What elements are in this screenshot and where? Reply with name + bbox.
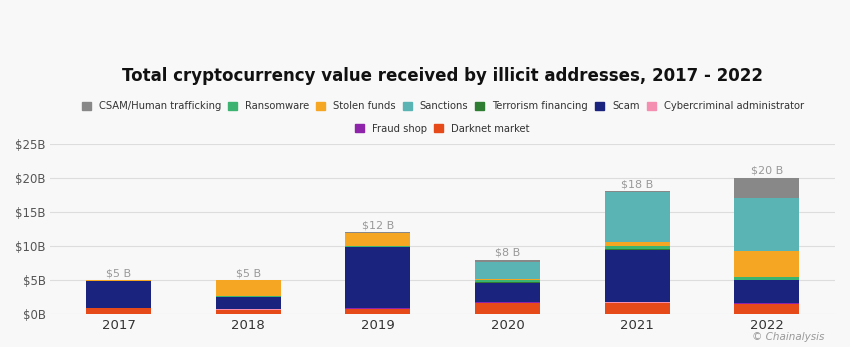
Bar [216,297,280,310]
Text: $8 B: $8 B [495,248,520,258]
Title: Total cryptocurrency value received by illicit addresses, 2017 - 2022: Total cryptocurrency value received by i… [122,67,763,85]
Legend: Fraud shop, Darknet market: Fraud shop, Darknet market [351,120,534,137]
Bar [475,279,540,280]
Bar [475,283,540,302]
Bar [345,247,411,308]
Bar [475,302,540,303]
Text: $20 B: $20 B [751,166,783,176]
Bar [475,282,540,283]
Bar [605,303,670,314]
Bar [605,243,670,246]
Text: $5 B: $5 B [106,268,131,278]
Bar [345,233,411,246]
Bar [605,192,670,243]
Bar [216,296,280,297]
Bar [734,304,799,314]
Text: $18 B: $18 B [621,180,654,189]
Bar [734,251,799,277]
Text: © Chainalysis: © Chainalysis [752,332,824,342]
Bar [216,280,280,296]
Bar [345,309,411,314]
Bar [216,310,280,314]
Bar [475,280,540,282]
Bar [475,303,540,314]
Bar [475,262,540,279]
Bar [734,198,799,251]
Bar [86,281,150,308]
Text: $5 B: $5 B [235,268,261,278]
Bar [345,246,411,247]
Bar [734,303,799,304]
Bar [734,178,799,198]
Text: $12 B: $12 B [362,221,394,230]
Bar [475,260,540,262]
Bar [345,232,411,233]
Bar [86,308,150,314]
Bar [734,277,799,280]
Bar [605,246,670,249]
Bar [734,280,799,303]
Bar [345,308,411,309]
Bar [605,249,670,302]
